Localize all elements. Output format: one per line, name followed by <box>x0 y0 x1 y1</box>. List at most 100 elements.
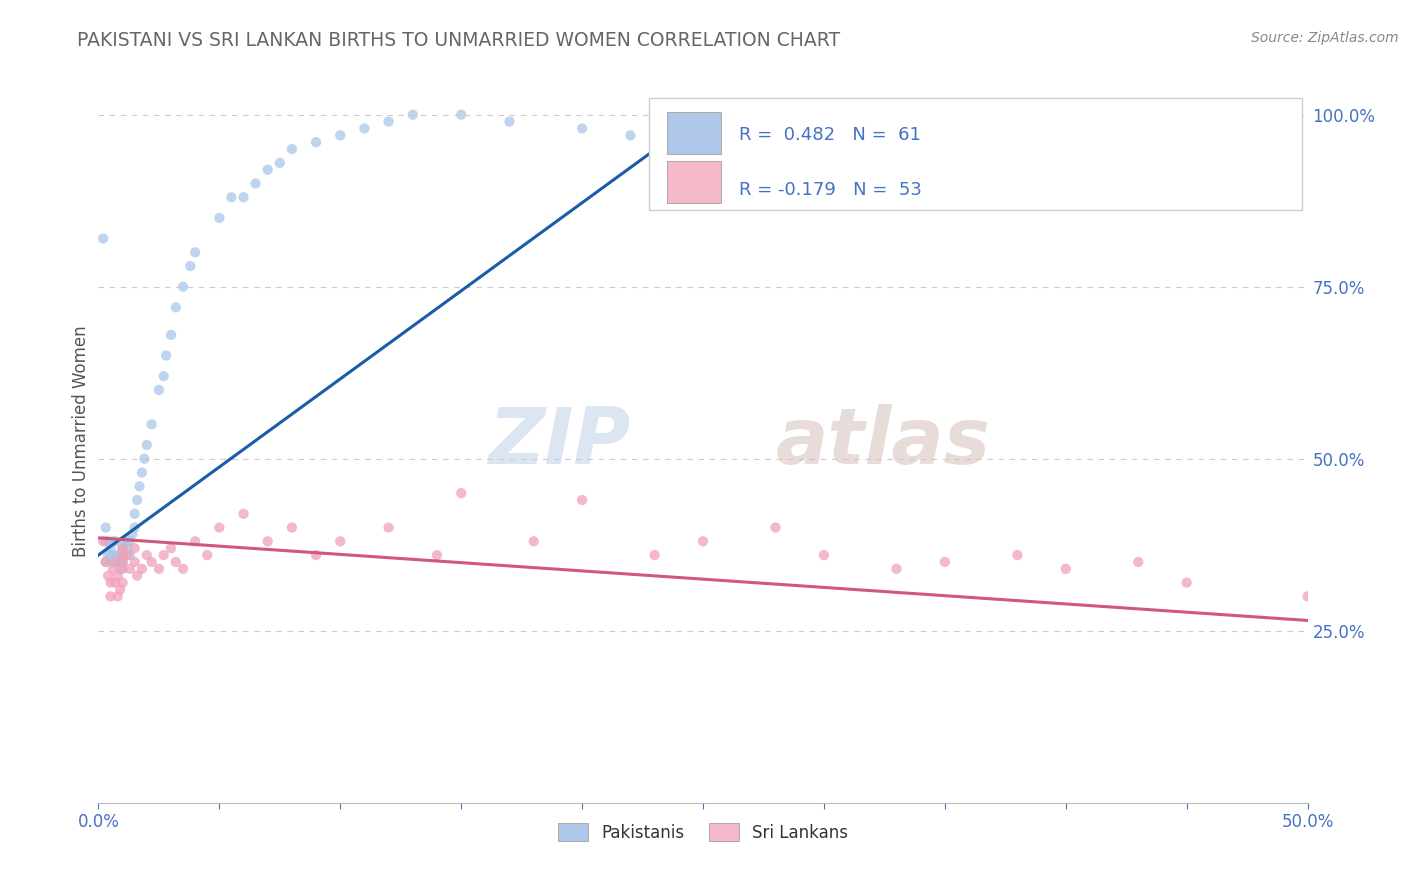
Point <box>208 211 231 225</box>
Point <box>91 231 114 245</box>
Point <box>232 507 254 521</box>
Text: PAKISTANI VS SRI LANKAN BIRTHS TO UNMARRIED WOMEN CORRELATION CHART: PAKISTANI VS SRI LANKAN BIRTHS TO UNMARR… <box>77 31 841 50</box>
Point <box>934 555 956 569</box>
Point <box>104 534 127 549</box>
Point <box>692 534 714 549</box>
Point <box>571 121 593 136</box>
Point <box>141 417 163 432</box>
Point <box>118 562 141 576</box>
Point <box>184 534 207 549</box>
Point <box>281 520 304 534</box>
Point <box>94 555 117 569</box>
Point <box>127 493 149 508</box>
Point <box>450 108 472 122</box>
Text: R = -0.179   N =  53: R = -0.179 N = 53 <box>740 181 922 200</box>
Point <box>111 575 134 590</box>
Point <box>245 177 267 191</box>
Point <box>107 548 129 562</box>
Point <box>184 245 207 260</box>
Point <box>104 575 127 590</box>
Point <box>101 562 124 576</box>
Point <box>117 548 139 562</box>
Point <box>111 555 134 569</box>
Point <box>571 493 593 508</box>
Text: Source: ZipAtlas.com: Source: ZipAtlas.com <box>1251 31 1399 45</box>
Point <box>402 108 425 122</box>
Point <box>256 162 278 177</box>
Point <box>1054 562 1077 576</box>
FancyBboxPatch shape <box>666 112 721 154</box>
Point <box>619 128 641 143</box>
Point <box>97 548 120 562</box>
Point <box>426 548 449 562</box>
FancyBboxPatch shape <box>666 161 721 203</box>
Point <box>111 548 134 562</box>
Point <box>329 128 352 143</box>
Point <box>208 520 231 534</box>
Point <box>124 507 146 521</box>
Point <box>232 190 254 204</box>
Point <box>107 568 129 582</box>
Point <box>305 135 328 149</box>
Point <box>256 534 278 549</box>
Point <box>94 555 117 569</box>
Y-axis label: Births to Unmarried Women: Births to Unmarried Women <box>72 326 90 558</box>
Point <box>1296 590 1319 604</box>
Point <box>135 548 157 562</box>
Point <box>111 555 134 569</box>
Point <box>101 534 124 549</box>
Point <box>104 548 127 562</box>
Point <box>160 541 183 556</box>
Point <box>121 527 143 541</box>
Point <box>111 548 134 562</box>
Point <box>131 466 153 480</box>
Point <box>644 548 666 562</box>
Point <box>172 562 194 576</box>
Point <box>523 534 546 549</box>
Point <box>107 555 129 569</box>
Point <box>128 479 150 493</box>
Point <box>127 568 149 582</box>
Point <box>100 575 122 590</box>
Point <box>377 520 399 534</box>
Point <box>152 548 174 562</box>
Point <box>179 259 201 273</box>
Point <box>155 349 177 363</box>
Point <box>94 520 117 534</box>
Point <box>148 383 170 397</box>
Point <box>221 190 243 204</box>
Point <box>172 279 194 293</box>
Point <box>111 541 134 556</box>
Point <box>111 548 134 562</box>
Point <box>101 555 124 569</box>
Point <box>148 562 170 576</box>
Text: ZIP: ZIP <box>488 403 630 480</box>
Point <box>353 121 375 136</box>
Point <box>498 114 520 128</box>
Point <box>97 534 120 549</box>
Point <box>107 590 129 604</box>
Point <box>118 548 141 562</box>
Point <box>141 555 163 569</box>
Point <box>813 548 835 562</box>
Text: atlas: atlas <box>776 403 991 480</box>
Point <box>165 555 187 569</box>
Point <box>165 301 187 315</box>
Point <box>450 486 472 500</box>
Point <box>91 534 114 549</box>
Point <box>111 541 134 556</box>
Point <box>1175 575 1198 590</box>
Point <box>111 534 134 549</box>
Point <box>124 555 146 569</box>
Text: R =  0.482   N =  61: R = 0.482 N = 61 <box>740 126 921 144</box>
Point <box>100 590 122 604</box>
Point <box>886 562 908 576</box>
Point <box>108 582 131 597</box>
Point <box>160 327 183 342</box>
Point <box>124 541 146 556</box>
Point <box>124 520 146 534</box>
Legend: Pakistanis, Sri Lankans: Pakistanis, Sri Lankans <box>551 817 855 848</box>
Point <box>100 541 122 556</box>
Point <box>118 534 141 549</box>
Point <box>117 541 139 556</box>
